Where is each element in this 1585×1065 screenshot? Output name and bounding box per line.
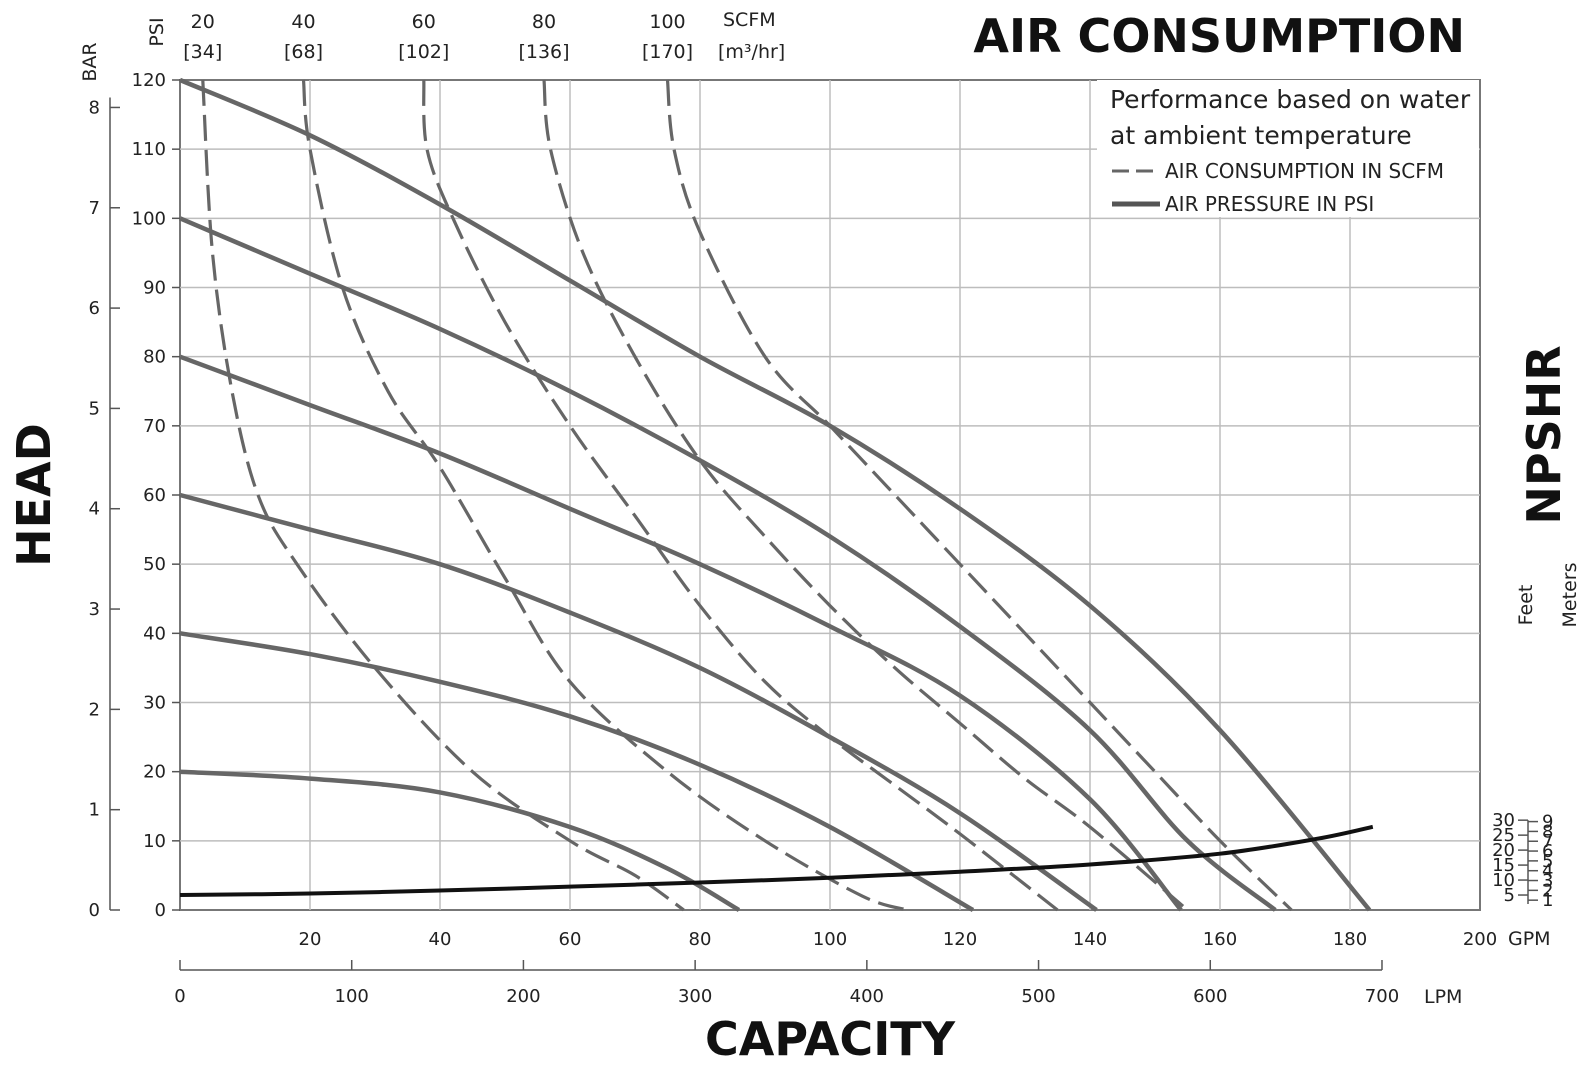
m3hr-top-label: [68] <box>284 41 323 63</box>
scfm-top-label: 100 <box>649 11 685 33</box>
gpm-tick-label: 140 <box>1073 929 1107 950</box>
npshr-meters-tick-label: 5 <box>1542 851 1553 872</box>
npshr-meters-tick-label: 7 <box>1542 831 1553 852</box>
bar-tick-label: 1 <box>89 800 100 821</box>
bar-unit-label: BAR <box>79 42 101 81</box>
note-line-2: at ambient temperature <box>1110 121 1412 150</box>
npshr-layer <box>179 824 1374 897</box>
scfm-top-label: 60 <box>412 11 436 33</box>
psi-tick-label: 80 <box>143 347 166 368</box>
npshr-meters-tick-label: 4 <box>1542 861 1553 882</box>
m3hr-top-label: [34] <box>183 41 222 63</box>
scfm-top-label: 20 <box>191 11 215 33</box>
scfm-unit-label: SCFM <box>723 9 776 31</box>
pressure-line-100 <box>179 216 1277 912</box>
gpm-tick-label: 120 <box>943 929 977 950</box>
pressure-line-60 <box>179 492 1098 912</box>
npshr-feet-tick-label: 20 <box>1492 840 1515 861</box>
psi-tick-label: 90 <box>143 278 166 299</box>
gpm-tick-label: 200 <box>1463 929 1497 950</box>
bar-tick-label: 2 <box>89 699 100 720</box>
lpm-tick-label: 100 <box>335 986 369 1007</box>
psi-tick-label: 50 <box>143 554 166 575</box>
bar-tick-label: 0 <box>89 900 100 921</box>
note-line-1: Performance based on water <box>1110 85 1471 114</box>
legend: Performance based on water at ambient te… <box>1097 80 1479 217</box>
npshr-meters-tick-label: 1 <box>1542 890 1553 911</box>
psi-tick-label: 40 <box>143 623 166 644</box>
npshr-feet-tick-label: 10 <box>1492 870 1515 891</box>
pressure-line-80 <box>179 354 1183 912</box>
psi-tick-label: 30 <box>143 693 166 714</box>
npshr-feet-label: Feet <box>1515 585 1537 626</box>
npshr-feet-tick-label: 30 <box>1492 810 1515 831</box>
lpm-tick-label: 300 <box>678 986 712 1007</box>
x-axis-title: CAPACITY <box>705 1012 956 1065</box>
legend-solid-label: AIR PRESSURE IN PSI <box>1165 192 1374 216</box>
npshr-meters-tick-label: 3 <box>1542 871 1553 892</box>
lpm-tick-label: 400 <box>850 986 884 1007</box>
consumption-line-80 <box>542 79 1189 912</box>
npshr-meters-label: Meters <box>1559 563 1581 628</box>
scfm-top-label: 80 <box>532 11 556 33</box>
npshr-title: NPSHR <box>1517 345 1571 524</box>
lpm-tick-label: 600 <box>1193 986 1227 1007</box>
legend-dashed-label: AIR CONSUMPTION IN SCFM <box>1165 159 1444 183</box>
npshr-feet-tick-label: 15 <box>1492 855 1515 876</box>
npshr-meters-tick-label: 8 <box>1542 821 1553 842</box>
npshr-feet-tick-label: 5 <box>1504 885 1515 906</box>
bar-tick-label: 5 <box>89 398 100 419</box>
psi-tick-label: 10 <box>143 831 166 852</box>
pressure-line-120 <box>179 77 1372 912</box>
npshr-meters-tick-label: 9 <box>1542 812 1553 833</box>
bar-tick-label: 7 <box>89 198 100 219</box>
psi-tick-label: 110 <box>132 139 166 160</box>
lpm-tick-label: 200 <box>506 986 540 1007</box>
pressure-line-40 <box>179 631 975 912</box>
npshr-meters-tick-label: 2 <box>1542 880 1553 901</box>
gpm-tick-label: 100 <box>813 929 847 950</box>
psi-unit-label: PSI <box>146 17 168 46</box>
consumption-line-40 <box>301 79 909 912</box>
series-layer <box>179 77 1372 912</box>
psi-tick-label: 70 <box>143 416 166 437</box>
m3hr-top-label: [170] <box>642 41 693 63</box>
legend-box <box>1097 80 1479 217</box>
m3hr-unit-label: [m³/hr] <box>718 41 785 63</box>
lpm-tick-label: 0 <box>174 986 185 1007</box>
lpm-tick-label: 700 <box>1365 986 1399 1007</box>
psi-tick-label: 20 <box>143 762 166 783</box>
gpm-tick-label: 20 <box>299 929 322 950</box>
lpm-tick-label: 500 <box>1021 986 1055 1007</box>
lpm-unit-label: LPM <box>1424 986 1462 1008</box>
m3hr-top-label: [102] <box>398 41 449 63</box>
gpm-tick-label: 40 <box>429 929 452 950</box>
consumption-line-100 <box>665 79 1293 912</box>
npshr-feet-tick-label: 25 <box>1492 825 1515 846</box>
m3hr-top-label: [136] <box>518 41 569 63</box>
npshr-meters-tick-label: 6 <box>1542 841 1553 862</box>
bar-tick-label: 3 <box>89 599 100 620</box>
gpm-tick-label: 60 <box>559 929 582 950</box>
bar-tick-label: 4 <box>89 499 100 520</box>
gpm-unit-label: GPM <box>1508 928 1551 950</box>
gpm-tick-label: 160 <box>1203 929 1237 950</box>
consumption-line-60 <box>422 79 1059 912</box>
gpm-tick-label: 80 <box>689 929 712 950</box>
psi-tick-label: 0 <box>155 900 166 921</box>
bar-tick-label: 6 <box>89 298 100 319</box>
psi-tick-label: 60 <box>143 485 166 506</box>
chart-title: AIR CONSUMPTION <box>973 9 1465 63</box>
consumption-line-20 <box>201 79 685 912</box>
y-axis-title: HEAD <box>7 423 61 567</box>
npshr-line <box>179 824 1374 897</box>
psi-tick-label: 100 <box>132 208 166 229</box>
bar-tick-label: 8 <box>89 97 100 118</box>
psi-tick-label: 120 <box>132 70 166 91</box>
pressure-line-20 <box>179 769 741 912</box>
scfm-top-label: 40 <box>291 11 315 33</box>
gpm-tick-label: 180 <box>1333 929 1367 950</box>
